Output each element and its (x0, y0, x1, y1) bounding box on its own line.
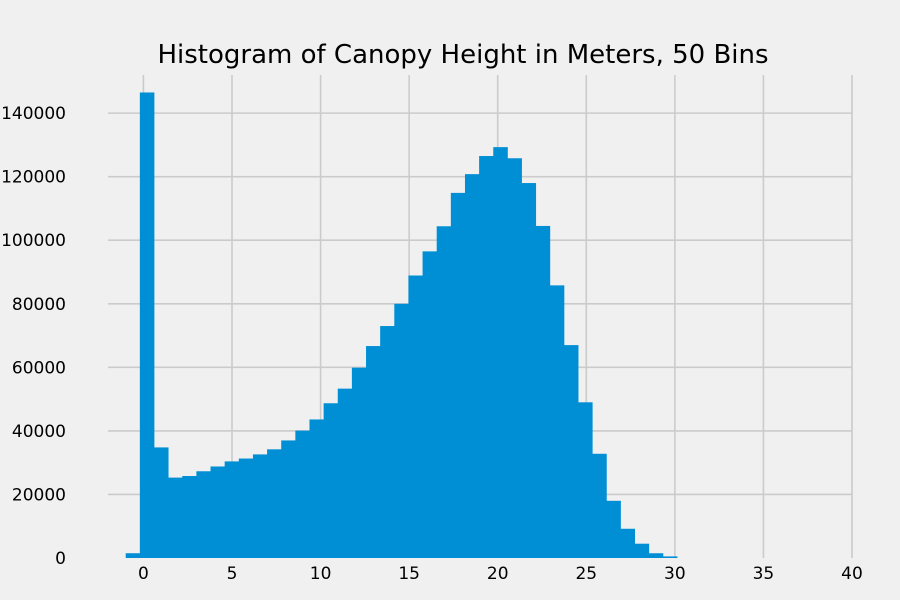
x-tick-label: 15 (398, 564, 420, 584)
histogram-bar (422, 251, 438, 558)
histogram-bar (408, 275, 423, 558)
histogram-bar (549, 285, 565, 558)
histogram-bar (563, 345, 579, 558)
x-tick-label: 35 (753, 564, 775, 584)
histogram-bar (224, 461, 240, 558)
histogram-bar (337, 388, 353, 558)
x-tick-label: 10 (310, 564, 332, 584)
x-tick-label: 0 (138, 564, 149, 584)
y-tick-label: 80000 (12, 295, 66, 315)
histogram-bar (238, 458, 254, 558)
histogram-bar (252, 454, 268, 558)
histogram-bar (450, 192, 466, 558)
histogram-bar (210, 466, 226, 558)
bar-layer (125, 92, 678, 559)
histogram-bar (535, 225, 551, 558)
x-tick-label: 5 (227, 564, 238, 584)
histogram-bar (196, 471, 211, 558)
histogram-bar (634, 543, 650, 558)
histogram-bar (366, 346, 381, 558)
histogram-bar (521, 183, 537, 558)
tick-layer: 0 5 10 15 20 25 30 35 40 0 20000 40000 60000 80000 100… (1, 104, 863, 584)
histogram-bar (662, 556, 678, 558)
histogram-bar (578, 402, 593, 558)
histogram-bar (182, 476, 197, 558)
histogram-bar (507, 158, 522, 558)
y-tick-label: 120000 (1, 168, 66, 188)
histogram-bar (394, 303, 409, 558)
x-tick-label: 40 (841, 564, 863, 584)
histogram-bar (464, 174, 480, 559)
histogram-bar (309, 419, 325, 558)
y-tick-label: 140000 (1, 104, 66, 124)
histogram-bar (295, 430, 310, 558)
histogram-bar (281, 440, 296, 558)
histogram-bar (323, 403, 339, 558)
y-tick-label: 60000 (12, 358, 66, 378)
histogram-bar (380, 326, 395, 558)
histogram-bar (493, 147, 508, 558)
y-tick-label: 20000 (12, 485, 66, 505)
x-tick-label: 20 (487, 564, 509, 584)
histogram-bar (125, 553, 141, 558)
histogram-bar (139, 92, 155, 558)
histogram-bar (168, 477, 183, 558)
histogram-bar (436, 226, 452, 559)
histogram-bar (648, 553, 664, 558)
histogram-bar (153, 447, 169, 558)
y-tick-label: 100000 (1, 231, 66, 251)
x-tick-label: 25 (575, 564, 597, 584)
histogram-bar (620, 528, 636, 558)
y-tick-label: 40000 (12, 422, 66, 442)
histogram-bar (479, 156, 494, 558)
y-tick-label: 0 (55, 549, 66, 569)
histogram-bar (267, 449, 282, 558)
x-tick-label: 30 (664, 564, 686, 584)
chart-title: Histogram of Canopy Height in Meters, 50… (157, 40, 768, 70)
histogram-bar (351, 367, 367, 558)
histogram-bar (592, 453, 607, 558)
histogram-bar (606, 500, 621, 558)
